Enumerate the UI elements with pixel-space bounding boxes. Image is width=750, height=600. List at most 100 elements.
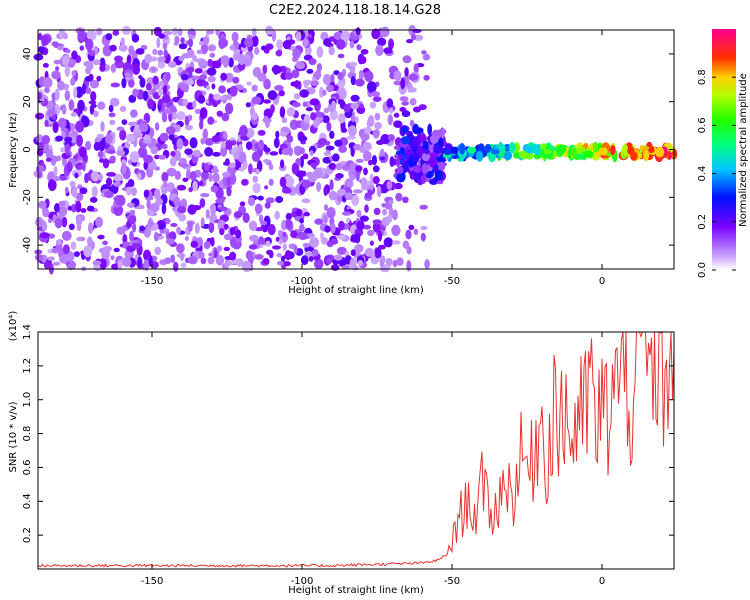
spectrogram-cell (282, 231, 287, 238)
spectrogram-cell (377, 37, 387, 47)
spectrogram-cell (299, 223, 305, 232)
spectrogram-cell (109, 119, 116, 125)
snr-y-label: SNR (10 * v/v) (8, 401, 19, 472)
spectrogram-y-ticks: -40 -20 0 20 40 (22, 48, 674, 253)
spectrogram-cell (396, 257, 404, 266)
spectrogram-cell (199, 198, 206, 208)
spectrogram-cell (324, 225, 331, 233)
spectrogram-cell (42, 208, 50, 218)
spectrogram-cell (410, 33, 417, 41)
spectrogram-cell (313, 72, 322, 79)
spectrogram-cell (100, 121, 105, 132)
spectrogram-cell (421, 163, 429, 175)
spectrogram-cell (235, 258, 244, 267)
spectrogram-cell (509, 141, 516, 154)
spectrogram-cell (278, 147, 283, 155)
spectrogram-cell (73, 86, 78, 99)
spectrogram-cell (392, 209, 398, 221)
spectrogram-cell (54, 203, 60, 213)
spectrogram-cell (166, 185, 173, 192)
spectrogram-cell (254, 203, 263, 214)
spectrogram-cell (52, 261, 61, 266)
colorbar-tick-label: 0.8 (697, 69, 708, 85)
spectrogram-cell (116, 126, 125, 131)
spectrogram-cell (64, 65, 71, 78)
spectrogram-cell (161, 188, 168, 195)
spectrogram-cell (388, 38, 394, 50)
spectrogram-cell (285, 212, 292, 221)
spectrogram-cell (55, 239, 63, 246)
spectrogram-cell (298, 232, 308, 241)
spectrogram-cell (322, 89, 327, 96)
spectrogram-cell (353, 143, 362, 151)
spectrogram-cell (62, 32, 68, 40)
spectrogram-cell (122, 257, 132, 268)
spectrogram-cell (169, 157, 177, 167)
spectrogram-cell (85, 38, 94, 51)
spectrogram-cell (150, 261, 159, 269)
spectrogram-cell (38, 142, 44, 152)
spectrogram-cell (115, 194, 126, 207)
spectrogram-cell (152, 75, 159, 85)
spectrogram-cell (154, 122, 160, 131)
spectrogram-cell (284, 250, 292, 261)
spectrogram-cell (190, 171, 197, 181)
spectrogram-cell (207, 75, 216, 83)
spectrogram-cell (401, 101, 409, 106)
spectrogram-cell (248, 244, 258, 250)
spectrogram-cell (86, 29, 97, 41)
spectrogram-cell (333, 254, 343, 261)
spectrogram-cell (263, 147, 271, 153)
spectrogram-cell (408, 73, 419, 81)
spectrogram-cell (326, 84, 334, 93)
spectrogram-cell (202, 36, 209, 45)
spectrogram-cell (420, 232, 426, 242)
spectrogram-cell (259, 244, 264, 248)
spectrogram-cell (337, 113, 346, 124)
spectrogram-cell (131, 33, 140, 43)
spectrogram-cell (143, 189, 150, 198)
spectrogram-cell (200, 217, 205, 227)
spectrogram-cell (202, 128, 209, 140)
spectrogram-cell (199, 119, 204, 130)
spectrogram-cell (135, 48, 145, 55)
spectrogram-cell (379, 149, 385, 159)
spectrogram-cell (393, 80, 403, 86)
spectrogram-cell (265, 240, 271, 247)
spectrogram-cell (157, 49, 163, 56)
spectrogram-cell (360, 177, 368, 187)
spectrogram-cell (396, 157, 401, 168)
spectrogram-cell (113, 247, 120, 253)
spectrogram-cell (263, 78, 271, 90)
spectrogram-cell (113, 204, 124, 216)
spectrogram-cell (333, 31, 344, 41)
spectrogram-cell (215, 254, 225, 266)
spectrogram-cell (79, 45, 85, 51)
spectrogram-cell (196, 49, 204, 55)
spectrogram-cell (356, 106, 366, 114)
spectrogram-cell (238, 53, 246, 66)
spectrogram-cell (356, 209, 362, 218)
x-tick-label: -50 (444, 576, 460, 587)
spectrogram-cell (198, 251, 205, 259)
spectrogram-cell (372, 129, 380, 139)
spectrogram-cell (322, 115, 330, 124)
spectrogram-cell (132, 88, 139, 97)
spectrogram-cell (205, 30, 215, 35)
spectrogram-cell (436, 180, 444, 185)
spectrogram-cell (655, 146, 665, 158)
spectrogram-cell (188, 114, 193, 121)
spectrogram-cell (239, 125, 248, 137)
spectrogram-cell (291, 69, 300, 79)
spectrogram-cell (371, 155, 377, 166)
spectrogram-cell (621, 144, 629, 156)
spectrogram-cell (168, 133, 175, 141)
spectrogram-cell (316, 63, 323, 72)
spectrogram-cell (162, 94, 171, 104)
spectrogram-cell (359, 215, 369, 222)
spectrogram-cell (282, 40, 292, 50)
spectrogram-cell (186, 168, 191, 180)
snr-series-line (37, 331, 675, 568)
spectrogram-cell (215, 29, 221, 36)
spectrogram-cell (421, 50, 427, 55)
